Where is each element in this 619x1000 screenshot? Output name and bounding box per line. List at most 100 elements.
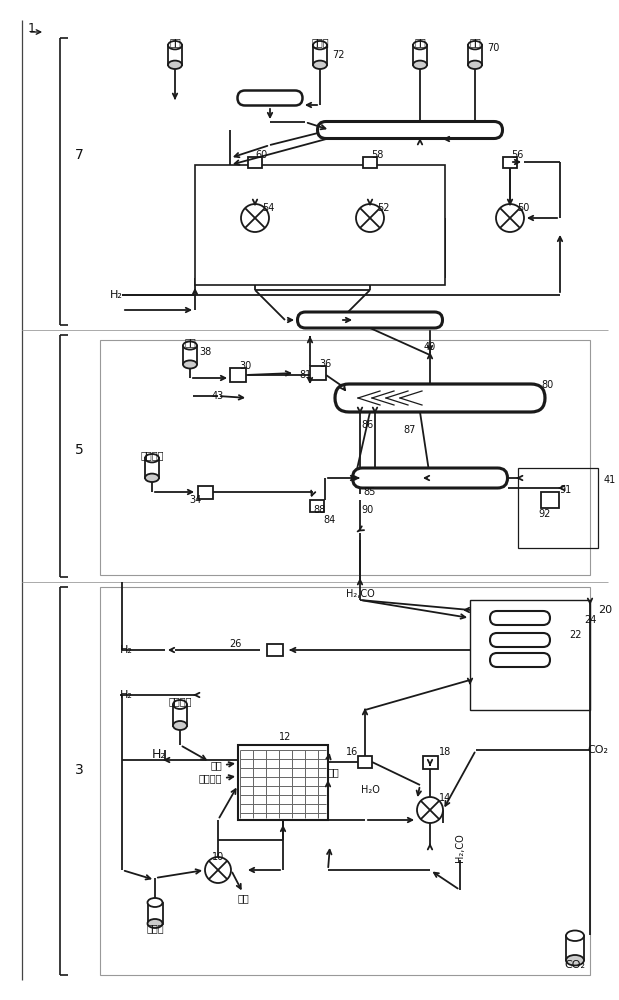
Text: 蒸汽: 蒸汽 — [328, 767, 340, 777]
Text: H₂,CO: H₂,CO — [345, 589, 374, 599]
Circle shape — [241, 204, 269, 232]
Text: 91: 91 — [559, 485, 571, 495]
Text: 36: 36 — [319, 359, 331, 369]
Text: 7: 7 — [75, 148, 84, 162]
FancyBboxPatch shape — [238, 91, 303, 105]
Text: 14: 14 — [439, 793, 451, 803]
Bar — [503, 156, 517, 167]
Text: 58: 58 — [371, 150, 383, 160]
Text: 10: 10 — [212, 852, 224, 862]
Bar — [230, 368, 246, 382]
Ellipse shape — [173, 721, 187, 730]
Bar — [173, 704, 187, 726]
FancyBboxPatch shape — [490, 653, 550, 667]
Text: 中压蒸汽: 中压蒸汽 — [141, 450, 164, 460]
Text: 81: 81 — [299, 370, 311, 380]
Ellipse shape — [468, 61, 482, 69]
Text: 1: 1 — [28, 22, 36, 35]
FancyBboxPatch shape — [318, 121, 503, 138]
Circle shape — [417, 797, 443, 823]
Bar — [238, 745, 328, 820]
Text: 54: 54 — [262, 203, 274, 213]
Ellipse shape — [468, 41, 482, 49]
Bar — [100, 340, 590, 575]
Text: 废气: 废气 — [169, 37, 181, 47]
Text: 16: 16 — [346, 747, 358, 757]
Text: 70: 70 — [487, 43, 500, 53]
Bar — [147, 902, 163, 924]
Ellipse shape — [168, 41, 182, 49]
Circle shape — [356, 204, 384, 232]
FancyBboxPatch shape — [352, 468, 508, 488]
Text: H₂: H₂ — [120, 645, 133, 655]
Bar — [168, 45, 182, 65]
Text: 72: 72 — [332, 50, 345, 60]
Text: 85: 85 — [364, 487, 376, 497]
FancyBboxPatch shape — [335, 384, 545, 412]
Bar — [468, 45, 482, 65]
Text: 石脑油: 石脑油 — [311, 37, 329, 47]
Bar — [358, 756, 372, 768]
Ellipse shape — [413, 61, 427, 69]
Ellipse shape — [566, 930, 584, 941]
Ellipse shape — [183, 342, 197, 350]
Text: 20: 20 — [598, 605, 612, 615]
Ellipse shape — [183, 360, 197, 368]
Text: 84: 84 — [324, 515, 336, 525]
Text: 高压蒸汽: 高压蒸汽 — [168, 696, 192, 706]
Bar — [145, 458, 159, 478]
Text: 18: 18 — [439, 747, 451, 757]
Text: CO₂: CO₂ — [565, 960, 586, 970]
Ellipse shape — [313, 61, 327, 69]
Text: 煤油: 煤油 — [414, 37, 426, 47]
Text: H₂O: H₂O — [360, 785, 379, 795]
Text: 87: 87 — [404, 425, 416, 435]
Text: H₂: H₂ — [110, 290, 123, 300]
Text: 56: 56 — [511, 150, 523, 160]
Circle shape — [205, 857, 231, 883]
Text: 轻油: 轻油 — [469, 37, 481, 47]
Bar — [310, 500, 324, 512]
FancyBboxPatch shape — [490, 611, 550, 625]
Text: 24: 24 — [584, 615, 596, 625]
Bar — [183, 346, 197, 364]
Text: CO₂: CO₂ — [587, 745, 608, 755]
Text: 废气: 废气 — [184, 337, 196, 347]
Ellipse shape — [147, 898, 163, 907]
Text: 22: 22 — [569, 630, 581, 640]
Ellipse shape — [147, 919, 163, 928]
Bar — [310, 366, 326, 380]
Ellipse shape — [313, 41, 327, 49]
Bar — [313, 45, 327, 65]
Text: 50: 50 — [517, 203, 529, 213]
Text: 12: 12 — [279, 732, 291, 742]
Text: 86: 86 — [362, 420, 374, 430]
Bar — [195, 165, 445, 285]
Ellipse shape — [413, 41, 427, 49]
Text: 88: 88 — [314, 505, 326, 515]
Bar — [267, 644, 283, 656]
Text: 5: 5 — [75, 443, 84, 457]
Text: H₂: H₂ — [120, 690, 133, 700]
Text: 92: 92 — [539, 509, 551, 519]
Bar — [197, 486, 212, 498]
Text: 3: 3 — [75, 763, 84, 777]
Text: 26: 26 — [229, 639, 241, 649]
Ellipse shape — [168, 61, 182, 69]
Text: 天然气: 天然气 — [146, 923, 164, 933]
Bar — [541, 492, 559, 508]
FancyBboxPatch shape — [298, 312, 443, 328]
Bar — [423, 756, 438, 768]
Bar — [413, 45, 427, 65]
Ellipse shape — [145, 454, 159, 462]
Text: 41: 41 — [604, 475, 616, 485]
Text: 30: 30 — [239, 361, 251, 371]
Text: 43: 43 — [212, 391, 224, 401]
Text: 燃料气体: 燃料气体 — [199, 773, 222, 783]
Bar — [566, 936, 584, 960]
Text: 60: 60 — [256, 150, 268, 160]
Bar — [518, 468, 598, 548]
Text: 34: 34 — [189, 495, 201, 505]
Text: 空气: 空气 — [210, 760, 222, 770]
Text: H₂,CO: H₂,CO — [455, 834, 465, 862]
